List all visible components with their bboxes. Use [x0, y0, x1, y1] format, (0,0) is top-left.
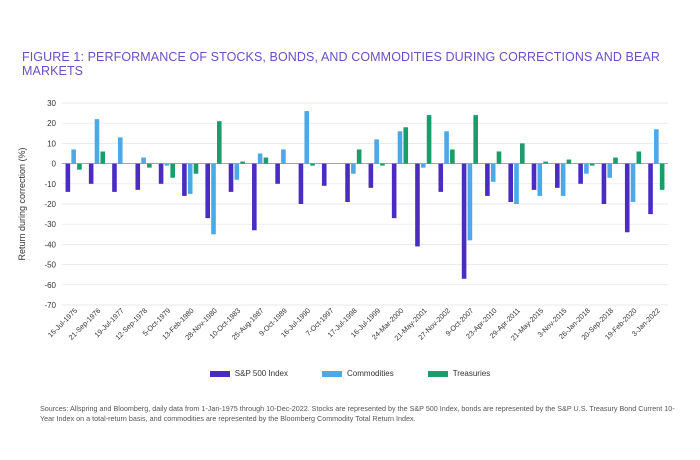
treasuries-bar	[403, 127, 409, 164]
commodities-bar	[420, 163, 426, 168]
treasuries-bar	[77, 163, 82, 170]
sp500-bar	[112, 163, 117, 192]
sp500-bar	[182, 163, 187, 196]
commodities-bar	[654, 129, 659, 164]
y-tick-label: 30	[47, 99, 56, 108]
treasuries-bar	[193, 163, 199, 174]
y-axis-label: Return during correction (%)	[17, 147, 27, 260]
sp500-bar	[624, 163, 630, 233]
sp500-bar	[648, 163, 653, 215]
treasuries-bar	[543, 161, 548, 164]
y-tick-label: 0	[52, 160, 57, 169]
treasuries-bar	[520, 143, 525, 164]
sp500-bar	[205, 163, 210, 219]
commodities-bar	[584, 163, 589, 174]
y-tick-label: 20	[47, 119, 56, 128]
commodities-bar	[234, 163, 240, 180]
y-tick-label: -10	[44, 180, 56, 189]
commodities-swatch	[322, 370, 343, 377]
commodities-bar	[351, 163, 356, 174]
treasuries-bar	[147, 163, 152, 168]
commodities-bar	[467, 163, 473, 241]
commodities-bar	[281, 149, 286, 164]
chart-title: FIGURE 1: PERFORMANCE OF STOCKS, BONDS, …	[22, 50, 660, 78]
treasuries-bar	[310, 163, 315, 166]
commodities-bar	[444, 131, 449, 164]
chart-legend: S&P 500 Index Commodities Treasuries	[0, 369, 700, 378]
y-tick-label: -70	[44, 301, 56, 310]
sp500-bar	[88, 163, 94, 184]
treasuries-bar	[636, 151, 642, 164]
commodities-bar	[211, 163, 216, 235]
sp500-bar	[228, 163, 234, 192]
sp500-bar	[252, 163, 257, 231]
commodities-bar	[117, 137, 123, 164]
treasuries-bar	[380, 163, 385, 166]
y-tick-label: -40	[44, 240, 56, 249]
commodities-bar	[630, 163, 636, 202]
bar-chart: 30 20 10 0 -10 -20 -30 -40 -50 -60 -70 Return durin…	[17, 99, 668, 342]
treasuries-bar	[659, 163, 665, 190]
commodities-bar	[141, 157, 146, 164]
y-tick-label: -60	[44, 281, 56, 290]
commodities-bar	[514, 163, 519, 204]
treasuries-bar	[589, 163, 595, 166]
legend-item-treasuries: Treasuries	[427, 369, 491, 378]
sp500-bar	[438, 163, 444, 192]
sp500-bar	[415, 163, 420, 247]
treasuries-bar	[426, 115, 432, 164]
legend-item-commodities: Commodities	[322, 369, 394, 378]
sp500-bar	[485, 163, 490, 196]
commodities-bar	[374, 139, 379, 164]
sp500-bar	[345, 163, 350, 202]
commodities-bar	[560, 163, 566, 196]
legend-label: Commodities	[347, 369, 394, 378]
commodities-bar	[304, 111, 310, 164]
treasuries-bar	[100, 151, 106, 164]
treasuries-bar	[356, 149, 362, 164]
sp500-bar	[321, 163, 327, 186]
sp500-bar	[275, 163, 280, 184]
sp500-bar	[298, 163, 304, 204]
treasuries-bar	[496, 151, 502, 164]
treasuries-bar	[566, 159, 572, 164]
commodities-bar	[537, 163, 543, 196]
treasuries-bar	[217, 121, 222, 164]
commodities-bar	[164, 163, 170, 166]
treasuries-bar	[170, 163, 175, 178]
commodities-bar	[187, 163, 193, 194]
sp500-bar	[508, 163, 513, 202]
sp500-bar	[601, 163, 607, 204]
treasuries-bar	[240, 161, 245, 164]
treasuries-bar	[263, 157, 269, 164]
sp500-bar	[135, 163, 141, 190]
sp500-bar	[461, 163, 467, 279]
sp500-swatch	[209, 370, 230, 377]
sp500-bar	[65, 163, 71, 192]
commodities-bar	[257, 153, 263, 164]
sp500-bar	[368, 163, 374, 188]
commodities-bar	[94, 119, 100, 164]
sp500-bar	[555, 163, 560, 188]
commodities-bar	[397, 131, 403, 164]
commodities-bar	[490, 163, 496, 182]
y-tick-label: -30	[44, 220, 56, 229]
sp500-bar	[391, 163, 397, 219]
sp500-bar	[158, 163, 164, 184]
legend-item-sp500: S&P 500 Index	[209, 369, 289, 378]
treasuries-swatch	[427, 370, 448, 377]
treasuries-bar	[473, 115, 478, 164]
y-tick-label: -20	[44, 200, 56, 209]
sp500-bar	[531, 163, 537, 190]
sp500-bar	[578, 163, 583, 184]
treasuries-bar	[450, 149, 455, 164]
commodities-bar	[607, 163, 613, 178]
treasuries-bar	[613, 157, 618, 164]
y-tick-label: 10	[47, 139, 56, 148]
legend-label: S&P 500 Index	[234, 369, 289, 378]
commodities-bar	[71, 149, 76, 164]
y-tick-label: -50	[44, 261, 56, 270]
sources-note: Sources: Allspring and Bloomberg, daily …	[40, 404, 675, 423]
legend-label: Treasuries	[452, 369, 491, 378]
